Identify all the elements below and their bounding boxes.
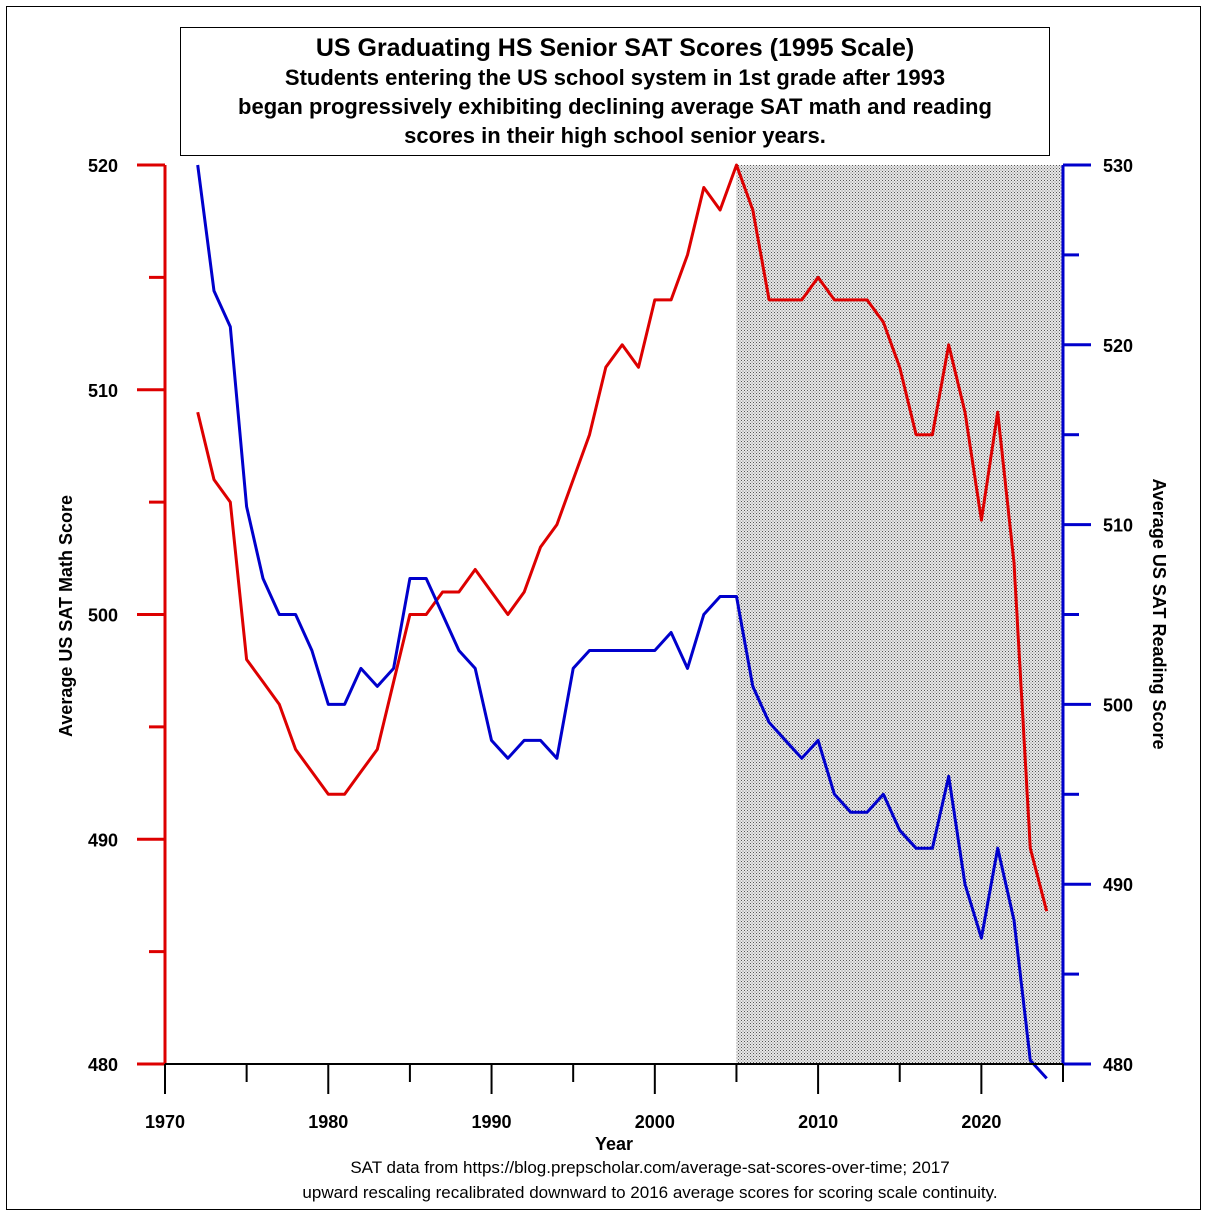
x-tick-label-2000: 2000 [635,1112,675,1132]
reading-score-line [196,164,1048,1080]
x-tick-label-2020: 2020 [961,1112,1001,1132]
right-y-tick-label-490: 490 [1103,875,1133,895]
chart-subtitle-line-3: scores in their high school senior years… [404,123,826,148]
left-y-axis-label: Average US SAT Math Score [56,495,76,737]
x-tick-label-1990: 1990 [472,1112,512,1132]
x-tick-label-2010: 2010 [798,1112,838,1132]
chart-title: US Graduating HS Senior SAT Scores (1995… [315,34,915,62]
right-y-tick-label-480: 480 [1103,1055,1133,1075]
left-y-tick-label-490: 490 [88,830,118,850]
x-tick-label-1980: 1980 [308,1112,348,1132]
math-score-line [196,163,1049,912]
chart-frame [6,6,1201,1210]
x-tick-label-1970: 1970 [145,1112,185,1132]
left-y-tick-label-510: 510 [88,381,118,401]
chart-subtitle-line-2: began progressively exhibiting declining… [238,94,992,119]
source-note-line-2: upward rescaling recalibrated downward t… [302,1183,998,1202]
chart-title-box: US Graduating HS Senior SAT Scores (1995… [180,27,1050,156]
right-y-tick-label-520: 520 [1103,336,1133,356]
x-axis-label: Year [595,1134,633,1154]
shaded-period-region [736,165,1063,1064]
right-y-tick-label-500: 500 [1103,695,1133,715]
left-y-tick-label-480: 480 [88,1055,118,1075]
right-y-axis-label: Average US SAT Reading Score [1149,478,1169,749]
chart-subtitle-line-1: Students entering the US school system i… [284,65,946,90]
left-y-tick-label-500: 500 [88,606,118,626]
left-y-tick-label-520: 520 [88,156,118,176]
right-y-tick-label-510: 510 [1103,516,1133,536]
right-y-tick-label-530: 530 [1103,156,1133,176]
source-note-line-1: SAT data from https://blog.prepscholar.c… [350,1158,950,1177]
